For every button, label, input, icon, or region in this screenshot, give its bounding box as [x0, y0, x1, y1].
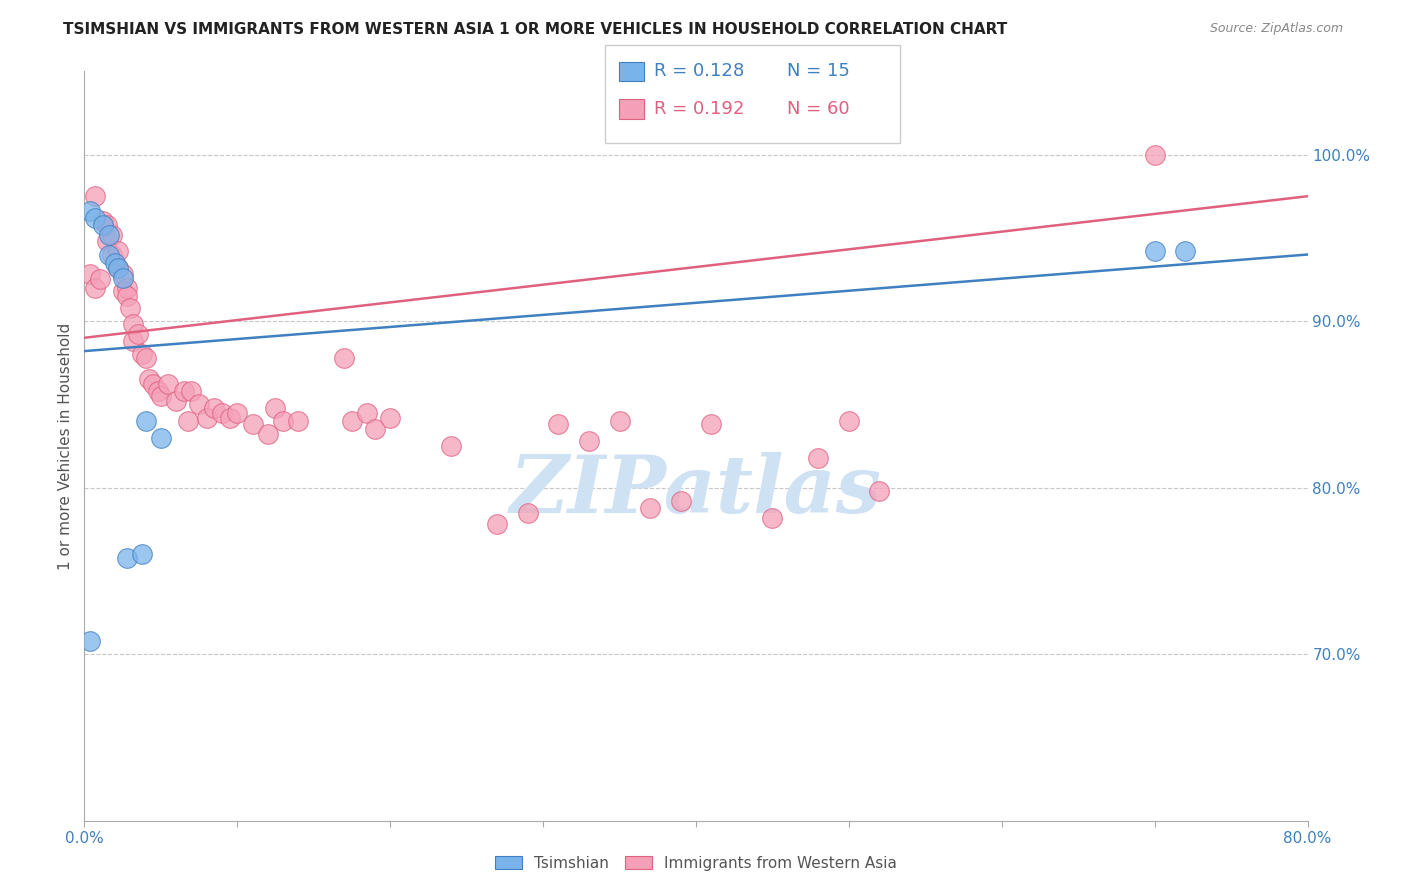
Point: [96, 218, 118, 232]
Point: [107, 244, 129, 259]
Point: [356, 406, 378, 420]
Text: R = 0.128: R = 0.128: [654, 62, 744, 80]
Point: [97, 247, 120, 261]
Point: [211, 406, 233, 420]
Point: [111, 268, 134, 282]
Point: [638, 500, 661, 515]
Point: [761, 510, 783, 524]
Point: [101, 227, 124, 242]
Point: [173, 384, 195, 398]
Point: [146, 384, 169, 398]
Point: [180, 384, 202, 398]
Point: [242, 417, 264, 432]
Point: [333, 351, 356, 365]
Text: ZIPatlas: ZIPatlas: [510, 452, 882, 530]
Point: [188, 397, 211, 411]
Point: [115, 281, 138, 295]
Text: N = 15: N = 15: [787, 62, 851, 80]
Point: [91, 218, 114, 232]
Point: [700, 417, 723, 432]
Point: [486, 517, 509, 532]
Point: [135, 414, 157, 428]
Point: [838, 414, 860, 428]
Point: [1143, 244, 1166, 259]
Point: [287, 414, 309, 428]
Point: [364, 422, 387, 436]
Point: [380, 410, 402, 425]
Point: [79, 204, 101, 219]
Y-axis label: 1 or more Vehicles in Household: 1 or more Vehicles in Household: [58, 322, 73, 570]
Point: [157, 377, 180, 392]
Point: [84, 281, 107, 295]
Point: [91, 214, 114, 228]
Point: [202, 401, 225, 415]
Text: R = 0.192: R = 0.192: [654, 100, 744, 118]
Text: TSIMSHIAN VS IMMIGRANTS FROM WESTERN ASIA 1 OR MORE VEHICLES IN HOUSEHOLD CORREL: TSIMSHIAN VS IMMIGRANTS FROM WESTERN ASI…: [63, 22, 1008, 37]
Point: [111, 284, 134, 298]
Point: [131, 347, 153, 361]
Point: [195, 410, 218, 425]
Point: [578, 434, 600, 448]
Point: [340, 414, 363, 428]
Point: [869, 483, 891, 498]
Point: [101, 247, 124, 261]
Point: [669, 494, 692, 508]
Point: [257, 427, 280, 442]
Point: [165, 394, 187, 409]
Point: [89, 272, 111, 286]
Point: [440, 439, 463, 453]
Point: [107, 260, 129, 275]
Point: [84, 211, 107, 225]
Point: [122, 318, 145, 332]
Point: [1143, 147, 1166, 161]
Point: [177, 414, 200, 428]
Point: [218, 410, 240, 425]
Text: Source: ZipAtlas.com: Source: ZipAtlas.com: [1209, 22, 1343, 36]
Point: [111, 270, 134, 285]
Point: [271, 414, 294, 428]
Point: [807, 450, 830, 465]
Point: [79, 268, 101, 282]
Point: [547, 417, 569, 432]
Point: [122, 334, 145, 348]
Point: [264, 401, 287, 415]
Point: [609, 414, 631, 428]
Point: [107, 260, 129, 275]
Point: [149, 431, 172, 445]
Point: [115, 289, 138, 303]
Point: [84, 189, 107, 203]
Text: N = 60: N = 60: [787, 100, 851, 118]
Legend: Tsimshian, Immigrants from Western Asia: Tsimshian, Immigrants from Western Asia: [489, 849, 903, 877]
Point: [131, 547, 153, 561]
Point: [1174, 244, 1197, 259]
Point: [149, 389, 172, 403]
Point: [127, 327, 149, 342]
Point: [115, 550, 138, 565]
Point: [226, 406, 249, 420]
Point: [79, 633, 101, 648]
Point: [104, 256, 127, 270]
Point: [97, 227, 120, 242]
Point: [120, 301, 142, 315]
Point: [516, 506, 538, 520]
Point: [135, 351, 157, 365]
Point: [96, 234, 118, 248]
Point: [142, 377, 165, 392]
Point: [138, 372, 160, 386]
